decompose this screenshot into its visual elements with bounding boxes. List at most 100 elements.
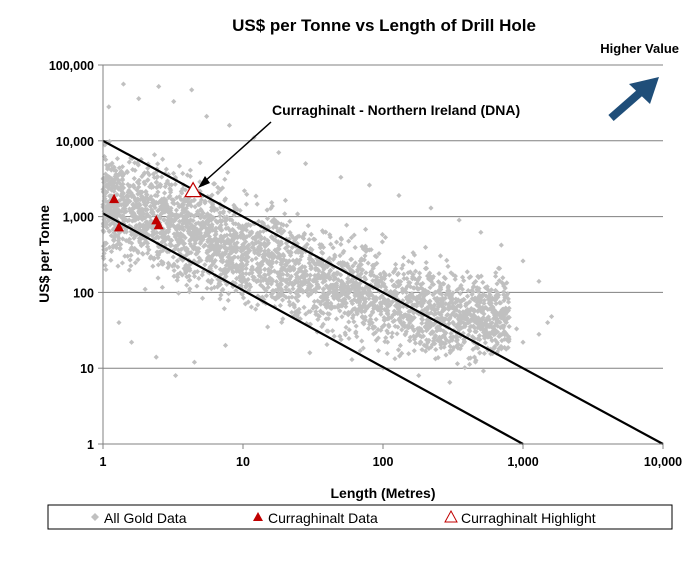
gold-data-point [205, 230, 211, 236]
gold-data-point [484, 315, 491, 321]
gold-data-point [382, 273, 388, 279]
gold-data-point [331, 295, 337, 302]
gold-data-point [330, 272, 336, 278]
gold-data-point [272, 287, 279, 294]
gold-data-point [355, 267, 361, 273]
gold-data-point [240, 271, 246, 277]
gold-data-point [183, 262, 189, 268]
gold-data-point [280, 222, 286, 228]
gold-data-point [106, 202, 112, 208]
gold-data-point [218, 239, 224, 245]
gold-data-point [114, 156, 121, 162]
gold-data-point [276, 243, 282, 249]
gold-data-point [187, 286, 193, 292]
gold-data-point [276, 284, 282, 291]
gold-data-point [103, 162, 110, 168]
gold-data-point [372, 329, 379, 336]
gold-data-point [258, 241, 264, 247]
gold-data-point [189, 87, 195, 93]
gold-data-point [386, 298, 392, 304]
gold-data-point [413, 297, 420, 303]
gold-data-point [191, 359, 198, 365]
gold-data-point [295, 298, 301, 304]
gold-data-point [120, 236, 126, 242]
gold-data-point [228, 265, 234, 271]
gold-data-point [420, 298, 427, 304]
gold-data-point [232, 280, 238, 286]
gold-data-point [471, 335, 477, 342]
gold-data-point [457, 302, 463, 308]
gold-data-point [185, 263, 191, 270]
gold-data-point [241, 188, 248, 194]
gold-data-point [476, 285, 482, 292]
gold-data-point [462, 321, 469, 327]
gold-data-point [386, 323, 392, 330]
gold-data-point [156, 83, 162, 90]
gold-data-point [254, 230, 261, 236]
highlight-point [184, 181, 203, 198]
y-tick-label: 100 [73, 286, 94, 300]
gold-data-point [499, 324, 505, 330]
gold-data-point [196, 202, 202, 208]
gold-data-point [384, 303, 390, 309]
gold-data-point [255, 302, 261, 308]
gold-data-point [196, 255, 202, 261]
gold-data-point [322, 272, 328, 278]
gold-data-point [264, 207, 270, 213]
gold-data-point [113, 184, 119, 190]
gold-data-point [109, 166, 115, 172]
gold-data-point [453, 312, 459, 318]
gold-data-point [453, 307, 459, 313]
gold-data-point [363, 306, 370, 312]
gold-data-point [286, 236, 292, 242]
gold-data-point [444, 257, 450, 263]
gold-data-point [215, 219, 221, 225]
gold-data-point [494, 281, 500, 287]
gold-data-point [192, 204, 198, 210]
gold-data-point [126, 159, 132, 165]
gold-data-point [281, 228, 287, 234]
gold-data-point [346, 327, 352, 333]
gold-data-point [494, 349, 500, 355]
gold-data-point [120, 81, 127, 87]
gold-data-point [389, 278, 395, 284]
gold-data-point [486, 294, 493, 301]
curraghinalt-point [109, 193, 120, 204]
gold-data-point [423, 337, 430, 343]
gold-data-point [276, 251, 282, 257]
gold-data-point [117, 246, 123, 252]
gold-data-point [488, 346, 494, 352]
gold-data-point [399, 265, 405, 271]
gold-data-point [505, 291, 511, 297]
gold-data-point [269, 234, 275, 240]
gold-data-point [105, 182, 111, 188]
gold-data-point [360, 267, 366, 273]
gold-data-point [335, 302, 342, 308]
gold-data-point [187, 200, 193, 206]
gold-data-point [437, 318, 443, 324]
gold-data-point [432, 334, 438, 340]
gold-data-point [470, 312, 477, 318]
gold-data-point [357, 271, 363, 278]
gold-data-point [452, 273, 458, 279]
gold-data-point [177, 270, 183, 276]
gold-data-point [495, 294, 501, 300]
gold-data-point [338, 279, 344, 285]
gold-data-point [278, 262, 284, 268]
gold-data-point [191, 197, 197, 204]
gold-data-point [143, 189, 149, 195]
gold-data-point [311, 303, 317, 309]
gold-data-point [445, 263, 451, 270]
gold-data-point [363, 270, 369, 276]
gold-data-point [214, 249, 220, 255]
legend-label-highlight: Curraghinalt Highlight [461, 510, 596, 526]
gold-data-point [345, 275, 351, 282]
gold-data-point [104, 177, 111, 183]
gold-data-point [179, 204, 186, 210]
gold-data-point [301, 304, 307, 310]
gold-data-point [438, 345, 444, 351]
gold-data-point [163, 166, 169, 172]
gold-data-point [107, 174, 113, 181]
gold-data-point [198, 226, 204, 232]
gold-data-point [167, 186, 173, 192]
